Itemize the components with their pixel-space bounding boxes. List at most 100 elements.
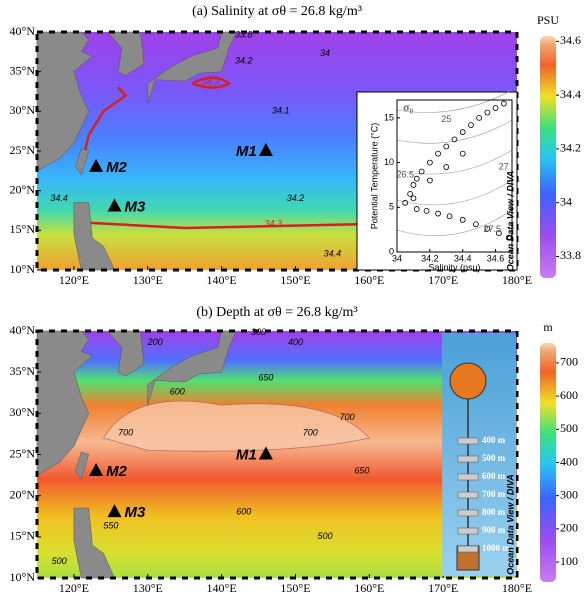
mooring-sensor [457, 455, 479, 463]
ts-point [505, 234, 512, 241]
land [106, 31, 145, 76]
y-tick-label: 10°N [10, 570, 36, 584]
mooring-sensor [457, 545, 479, 553]
colorbar-tick-label: 34 [560, 194, 572, 208]
y-tick-label: 25°N [10, 143, 36, 157]
inset-frame [396, 99, 513, 253]
y-tick-label: 25°N [10, 446, 36, 460]
y-tick-label: 15°N [10, 222, 36, 236]
contour-label: 33.8 [235, 30, 253, 40]
mooring-sensor [457, 491, 479, 499]
mooring-label: 1000 m [482, 543, 510, 553]
inset-x-tick-label: 34.6 [487, 253, 505, 263]
station-marker [107, 198, 122, 212]
ts-point [484, 225, 491, 232]
ts-point [446, 213, 453, 220]
mooring-label: 400 m [482, 435, 506, 445]
inset-x-tick-label: 34 [392, 253, 402, 263]
ts-point [468, 122, 474, 128]
isopycnal-label: 26.5 [396, 169, 414, 179]
mooring-sensor [457, 509, 479, 517]
inset-y-tick-label: 15 [384, 112, 394, 122]
ts-point [426, 177, 433, 184]
inset-box [356, 91, 518, 271]
colorbar-tick-label: 200 [560, 521, 578, 535]
land [36, 31, 93, 172]
ts-point [443, 164, 450, 170]
inset-y-label: Potential Temperature (°C) [369, 123, 379, 229]
mooring-sensor [457, 527, 479, 535]
y-tick-label: 40°N [10, 323, 36, 337]
colorbar-tick-label: 33.8 [560, 248, 581, 262]
y-tick-label: 35°N [10, 63, 36, 77]
y-tick-label: 15°N [10, 529, 36, 543]
contour-line [102, 400, 371, 452]
land [73, 507, 115, 579]
contour-label: 500 [317, 531, 332, 541]
map-frame [35, 329, 519, 580]
land [75, 148, 90, 176]
station-marker [89, 462, 104, 476]
station-marker [107, 504, 122, 518]
colorbar-label: PSU [537, 13, 559, 27]
contour-label: 34.4 [324, 249, 342, 259]
inset-title: σ₀ [403, 100, 414, 114]
colorbar [540, 343, 556, 582]
mooring-sensor [457, 437, 479, 445]
contour-label: 34.3 [265, 218, 283, 228]
ts-point [407, 190, 414, 197]
colorbar-tick-label: 34.6 [560, 33, 581, 47]
contour-label: 34.2 [287, 193, 305, 203]
ts-point [459, 216, 466, 223]
field [37, 331, 517, 578]
x-tick-label: 140°E [207, 273, 237, 287]
station-label: M3 [125, 199, 146, 216]
mooring-label: 500 m [482, 453, 506, 463]
map-frame [35, 30, 519, 272]
mooring-buoy [449, 362, 487, 400]
station-marker [258, 446, 273, 460]
station-label: M2 [106, 159, 127, 176]
ts-point [500, 100, 507, 107]
land [73, 202, 115, 271]
x-tick-label: 180°E [502, 273, 532, 287]
station-marker [89, 158, 104, 172]
inset-y-tick-label: 0 [389, 246, 394, 256]
colorbar-tick-label: 400 [560, 454, 578, 468]
land [75, 451, 90, 480]
y-tick-label: 10°N [10, 262, 36, 276]
contour-label: 600 [236, 507, 251, 517]
x-tick-label: 160°E [354, 273, 384, 287]
x-tick-label: 160°E [354, 581, 384, 595]
contour-label: 700 [303, 427, 318, 437]
ts-point [459, 129, 466, 136]
mooring-label: 700 m [482, 489, 506, 499]
x-tick-label: 170°E [428, 581, 458, 595]
x-tick-label: 150°E [280, 273, 310, 287]
inset-y-tick-label: 5 [389, 202, 394, 212]
land [147, 31, 237, 104]
isopycnal-label: 27.5 [484, 224, 502, 234]
colorbar-label: m [543, 320, 553, 334]
contour-label: 650 [258, 372, 273, 382]
ts-point [435, 150, 441, 157]
isopycnal-label: 25 [441, 114, 451, 124]
station-label: M3 [125, 504, 146, 521]
ts-point [410, 195, 417, 202]
inset-x-tick-label: 34.4 [454, 253, 472, 263]
ts-point [402, 199, 409, 206]
contour-label: 400 [288, 337, 303, 347]
inset-x-tick-label: 34.2 [421, 253, 439, 263]
isopycnal [396, 89, 513, 113]
y-tick-label: 35°N [10, 364, 36, 378]
isopycnal-label: 27 [499, 161, 509, 171]
colorbar [540, 36, 556, 278]
contour-label: 700 [118, 427, 133, 437]
ts-point [426, 159, 433, 166]
land [106, 330, 145, 377]
colorbar-tick-label: 34.4 [560, 87, 581, 101]
panel-title: (b) Depth at σθ = 26.8 kg/m³ [196, 305, 357, 320]
contour-label: 34 [320, 48, 330, 58]
colorbar-tick-label: 700 [560, 355, 578, 369]
ts-point [410, 182, 417, 188]
